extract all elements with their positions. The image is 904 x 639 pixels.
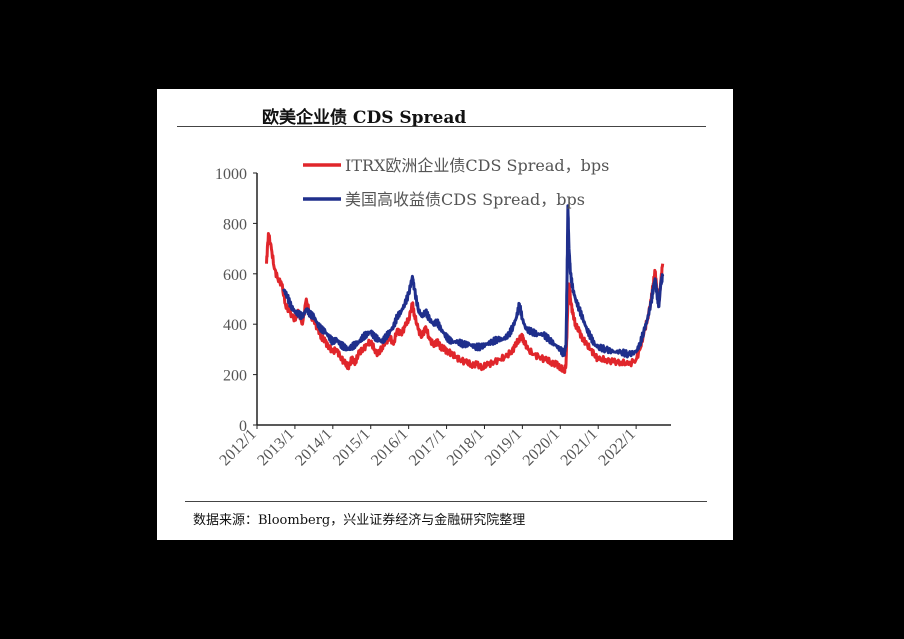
chart-legend: ITRX欧洲企业债CDS Spread，bps 美国高收益债CDS Spread，… bbox=[303, 156, 609, 209]
x-tick-label: 2019/1 bbox=[482, 426, 525, 469]
y-tick-label: 200 bbox=[223, 368, 247, 385]
legend-label-1: ITRX欧洲企业债CDS Spread，bps bbox=[345, 156, 609, 175]
chart-lines bbox=[265, 204, 665, 374]
y-tick-label: 1000 bbox=[215, 166, 247, 183]
y-tick-label: 800 bbox=[223, 216, 247, 233]
chart-title: 欧美企业债 CDS Spread bbox=[262, 108, 467, 128]
source-note: 数据来源：Bloomberg，兴业证券经济与金融研究院整理 bbox=[193, 513, 526, 528]
line-chart: 020040060080010002012/12013/12014/12015/… bbox=[215, 156, 671, 469]
y-tick-label: 400 bbox=[223, 317, 247, 334]
series-line-2 bbox=[282, 204, 665, 359]
x-tick-label: 2021/1 bbox=[558, 426, 601, 469]
x-tick-label: 2015/1 bbox=[330, 426, 373, 469]
legend-label-2: 美国高收益债CDS Spread，bps bbox=[345, 190, 585, 209]
x-tick-label: 2017/1 bbox=[406, 426, 449, 469]
x-tick-label: 2022/1 bbox=[595, 426, 638, 469]
y-tick-label: 0 bbox=[239, 418, 247, 435]
chart-panel: 欧美企业债 CDS Spread 0 200 400 600 800 1000 2012/1… bbox=[157, 89, 733, 540]
source-divider bbox=[185, 501, 707, 502]
x-tick-label: 2013/1 bbox=[254, 426, 297, 469]
chart-axes: 020040060080010002012/12013/12014/12015/… bbox=[215, 166, 671, 469]
x-tick-label: 2016/1 bbox=[368, 426, 411, 469]
series-line-1 bbox=[265, 232, 665, 374]
x-tick-label: 2014/1 bbox=[292, 426, 335, 469]
title-divider bbox=[177, 126, 706, 127]
x-tick-label: 2018/1 bbox=[444, 426, 487, 469]
x-tick-label: 2020/1 bbox=[520, 426, 563, 469]
y-tick-label: 600 bbox=[223, 267, 247, 284]
